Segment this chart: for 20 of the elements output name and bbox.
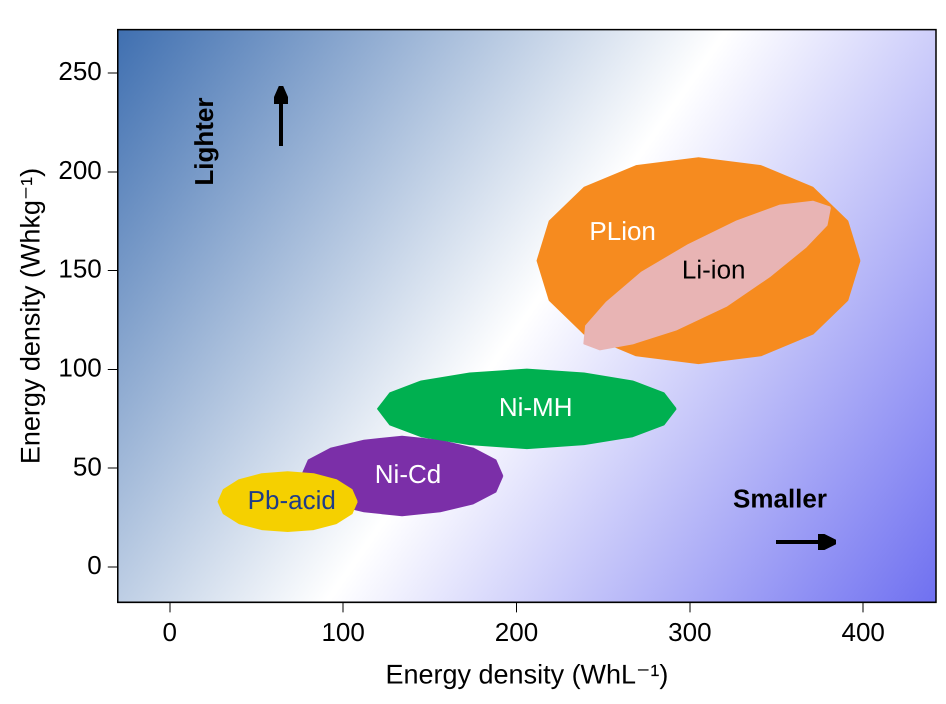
y-tick-label: 150 — [58, 254, 102, 284]
y-axis-title: Energy density (Whkg⁻¹) — [16, 168, 46, 464]
series-label: PLion — [589, 216, 656, 246]
x-tick-label: 100 — [321, 617, 365, 648]
annotation: Smaller — [733, 484, 827, 514]
series-label: Li-ion — [682, 254, 746, 284]
x-tick-label: 200 — [494, 617, 538, 648]
x-tick-label: 400 — [841, 617, 885, 648]
x-tick-label: 300 — [668, 617, 712, 648]
series-label: Ni-MH — [498, 392, 572, 422]
x-tick-label: 0 — [162, 617, 178, 648]
y-tick-label: 0 — [87, 550, 102, 580]
y-tick-label: 250 — [58, 56, 102, 86]
y-tick-label: 100 — [58, 352, 102, 382]
y-tick-label: 200 — [58, 154, 102, 185]
x-axis-title: Energy density (WhL⁻¹) — [385, 659, 668, 690]
annotation: Lighter — [188, 98, 219, 186]
series-label: Pb-acid — [248, 484, 336, 515]
y-tick-label: 50 — [72, 451, 102, 482]
series-label: Ni-Cd — [374, 459, 442, 490]
